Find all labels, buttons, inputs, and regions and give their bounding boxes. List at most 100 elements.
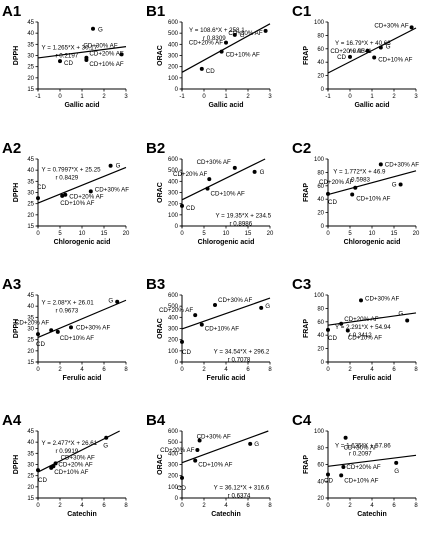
y-tick-label: 200 <box>168 202 179 208</box>
panel-label: C3 <box>292 276 311 293</box>
point-label: CD <box>328 199 337 206</box>
y-tick-label: 500 <box>168 440 179 446</box>
data-point <box>326 472 330 477</box>
x-axis-title: Gallic acid <box>64 102 99 109</box>
y-tick-label: 0 <box>175 224 179 230</box>
regression-line <box>181 158 266 201</box>
data-point <box>232 32 237 37</box>
point-label: CD+20% AF <box>160 447 194 454</box>
x-tick-label: 1 <box>370 94 374 100</box>
data-point <box>252 169 257 174</box>
y-tick-label: 400 <box>168 451 179 457</box>
point-label: CD+30% AF <box>95 186 129 193</box>
point-label: CD+20% AF <box>58 461 92 468</box>
data-point <box>378 162 383 167</box>
x-tick-label: -1 <box>35 94 41 100</box>
point-label: CD <box>64 60 73 67</box>
panel-label: B1 <box>146 3 165 20</box>
y-axis-title: DPPH <box>13 183 20 202</box>
data-point <box>180 339 184 344</box>
regression-equation: Y = 1.265*X + 30.17 <box>42 44 98 51</box>
x-tick-label: 4 <box>80 503 84 509</box>
data-point <box>394 460 399 465</box>
data-point <box>58 59 62 64</box>
point-label: G <box>392 181 397 188</box>
y-tick-label: 400 <box>168 42 179 48</box>
x-tick-label: 3 <box>124 94 128 100</box>
correlation-coefficient: r 0.6374 <box>228 492 251 499</box>
point-label: CD+30% AF <box>83 42 117 49</box>
y-tick-label: 40 <box>317 60 324 66</box>
x-tick-label: 15 <box>101 231 108 237</box>
y-axis-title: FRAP <box>303 319 310 338</box>
y-tick-label: 500 <box>168 31 179 37</box>
point-label: CD+30% AF <box>197 159 231 166</box>
regression-equation: Y = 19.35*X + 234.5 <box>215 212 271 219</box>
x-tick-label: 8 <box>124 503 128 509</box>
x-axis-title: Catechin <box>357 511 387 518</box>
x-tick-label: 10 <box>223 231 230 237</box>
y-tick-label: 20 <box>27 76 34 82</box>
data-point <box>341 465 346 470</box>
y-tick-label: 100 <box>314 429 325 435</box>
correlation-coefficient: r 0.9919 <box>56 448 79 455</box>
x-axis-title: Gallic acid <box>208 102 243 109</box>
data-point <box>343 435 348 440</box>
data-point <box>195 447 200 452</box>
point-label: CD+10% AF <box>211 191 245 198</box>
data-point <box>104 435 109 440</box>
x-tick-label: 2 <box>202 503 206 509</box>
x-tick-label: 20 <box>413 231 420 237</box>
data-point <box>378 45 383 50</box>
data-point <box>409 25 414 30</box>
x-tick-label: 0 <box>326 503 330 509</box>
point-label: CD+10% AF <box>348 335 382 342</box>
y-axis-title: FRAP <box>303 183 310 202</box>
x-tick-label: 6 <box>102 367 106 373</box>
data-point <box>353 185 358 190</box>
point-label: CD+20% AF <box>189 40 223 47</box>
y-tick-label: 80 <box>317 446 324 452</box>
point-label: CD+10% AF <box>344 477 378 484</box>
x-axis-title: Chlorogenic acid <box>344 239 401 246</box>
point-label: CD+10% AF <box>198 462 232 469</box>
regression-line <box>37 46 127 59</box>
point-label: CD <box>324 478 333 485</box>
point-label: CD+30% AF <box>218 297 252 304</box>
chart-a3: A3 15 20 25 30 35 40 45 0 2 4 6 8 Ferulic acid DPPH CD C… <box>2 276 128 382</box>
data-point <box>207 177 212 182</box>
data-point <box>115 299 120 304</box>
y-tick-label: 300 <box>168 327 179 333</box>
correlation-coefficient: r 0.9673 <box>56 307 79 314</box>
data-point <box>180 475 184 480</box>
data-point <box>63 192 68 197</box>
y-tick-label: 60 <box>317 463 324 469</box>
x-tick-label: 8 <box>268 503 272 509</box>
y-tick-label: 100 <box>168 485 179 491</box>
data-point <box>36 196 40 201</box>
y-axis-title: ORAC <box>157 454 164 475</box>
data-point <box>36 468 40 473</box>
x-tick-label: 2 <box>348 503 352 509</box>
x-tick-label: 20 <box>267 231 274 237</box>
point-label: G <box>103 443 108 450</box>
y-tick-label: 20 <box>317 211 324 217</box>
point-label: CD+30% AF <box>197 433 231 440</box>
regression-equation: Y = 1.635*X + 57.86 <box>335 443 391 450</box>
point-label: G <box>240 32 245 39</box>
y-tick-label: 200 <box>168 338 179 344</box>
data-point <box>339 321 344 326</box>
point-label: CD+20% AF <box>346 464 380 471</box>
y-tick-label: 35 <box>27 179 34 185</box>
x-tick-label: 3 <box>268 94 272 100</box>
data-point <box>49 328 54 333</box>
y-tick-label: 25 <box>27 65 34 71</box>
regression-line <box>181 430 269 464</box>
x-tick-label: 0 <box>180 367 184 373</box>
data-point <box>69 325 73 330</box>
y-axis-title: DPPH <box>13 319 20 338</box>
y-tick-label: 0 <box>321 87 325 93</box>
